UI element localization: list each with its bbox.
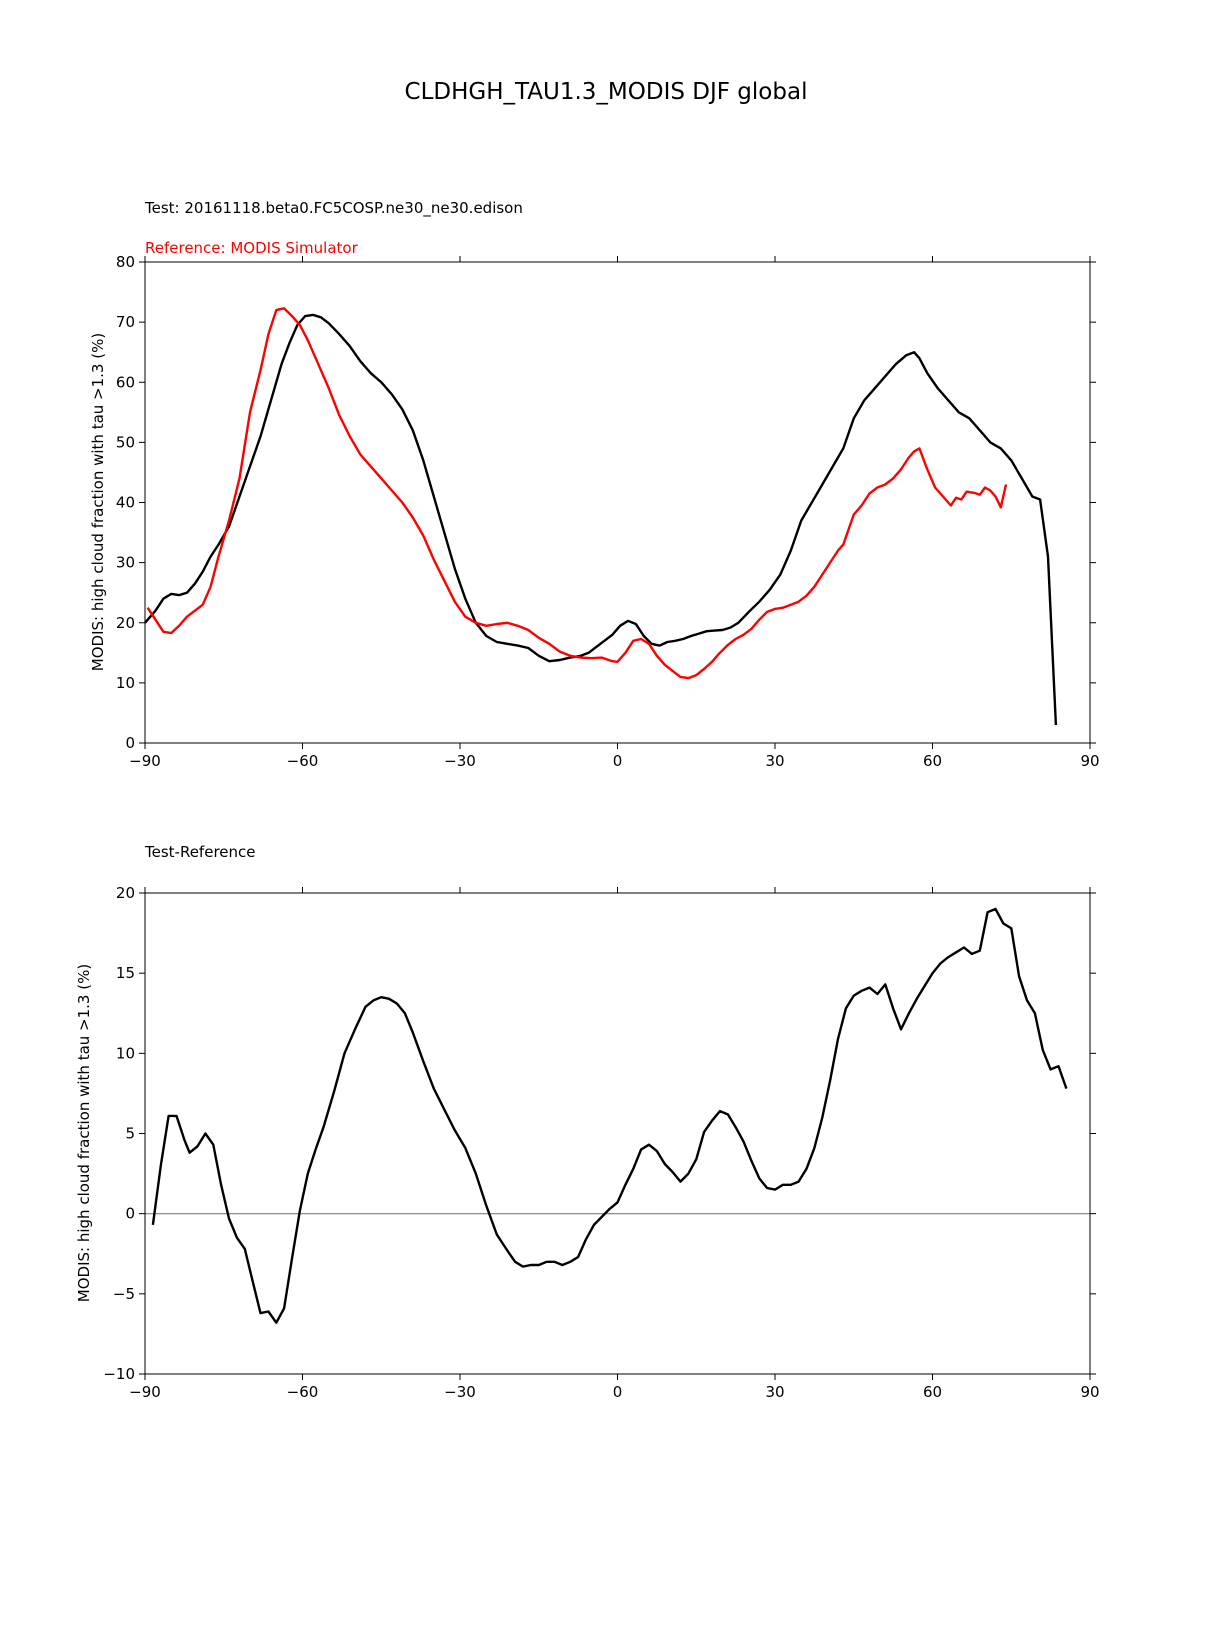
top-chart-ytick-label: 50 (116, 433, 135, 451)
bottom-chart-xtick-label: 90 (1080, 1383, 1099, 1401)
bottom-chart-ytick-label: −5 (113, 1285, 135, 1303)
bottom-chart-frame (144, 892, 1091, 1375)
top-chart-ytick-label: 0 (125, 734, 135, 752)
bottom-chart-panel: Test-Reference −90 −60 −30 0 30 60 90 −10 −5 0 5 10… (75, 843, 1100, 1401)
top-chart-xtick-label: 0 (613, 752, 623, 770)
top-chart-ylabel: MODIS: high cloud fraction with tau >1.3… (89, 333, 107, 671)
bottom-chart-xtick-label: 60 (923, 1383, 942, 1401)
top-chart-title: Test: 20161118.beta0.FC5COSP.ne30_ne30.e… (144, 199, 523, 218)
top-chart-ytick-label: 80 (116, 253, 135, 271)
top-chart-series-line-1 (146, 307, 1008, 680)
bottom-chart-series-line-0 (151, 907, 1068, 1324)
top-chart-marks (144, 307, 1058, 726)
bottom-chart-xtick-label: −30 (444, 1383, 476, 1401)
top-chart-subtitle: Reference: MODIS Simulator (145, 239, 359, 257)
top-chart-ytick-label: 20 (116, 614, 135, 632)
top-chart-ticks: −90 −60 −30 0 30 60 90 0 10 20 30 40 50 60 70 80 (116, 253, 1100, 770)
top-chart-xtick-label: 60 (923, 752, 942, 770)
top-chart-series-line-0 (144, 313, 1058, 726)
bottom-chart-ticks: −90 −60 −30 0 30 60 90 −10 −5 0 5 10 15 20 (103, 884, 1099, 1401)
bottom-chart-ytick-label: −10 (103, 1365, 135, 1383)
top-chart-ytick-label: 10 (116, 674, 135, 692)
figure-title: CLDHGH_TAU1.3_MODIS DJF global (405, 79, 808, 105)
top-chart-xtick-label: 90 (1080, 752, 1099, 770)
bottom-chart-xtick-label: −90 (129, 1383, 161, 1401)
bottom-chart-ytick-label: 0 (125, 1205, 135, 1223)
top-chart-xtick-label: −90 (129, 752, 161, 770)
bottom-chart-ylabel: MODIS: high cloud fraction with tau >1.3… (75, 964, 93, 1302)
bottom-chart-title: Test-Reference (144, 843, 256, 861)
bottom-chart-ytick-label: 10 (116, 1044, 135, 1062)
top-chart-ytick-label: 60 (116, 373, 135, 391)
top-chart-ytick-label: 30 (116, 554, 135, 572)
top-chart-ytick-label: 70 (116, 313, 135, 331)
top-chart-panel: Test: 20161118.beta0.FC5COSP.ne30_ne30.e… (89, 199, 1100, 770)
bottom-chart-xtick-label: −60 (287, 1383, 319, 1401)
bottom-chart-ytick-label: 5 (125, 1125, 135, 1143)
bottom-chart-xtick-label: 0 (613, 1383, 623, 1401)
bottom-chart-ytick-label: 20 (116, 884, 135, 902)
top-chart-xtick-label: 30 (765, 752, 784, 770)
bottom-chart-marks (145, 907, 1090, 1324)
top-chart-xtick-label: −60 (287, 752, 319, 770)
bottom-chart-ytick-label: 15 (116, 964, 135, 982)
top-chart-ytick-label: 40 (116, 494, 135, 512)
top-chart-xtick-label: −30 (444, 752, 476, 770)
bottom-chart-xtick-label: 30 (765, 1383, 784, 1401)
